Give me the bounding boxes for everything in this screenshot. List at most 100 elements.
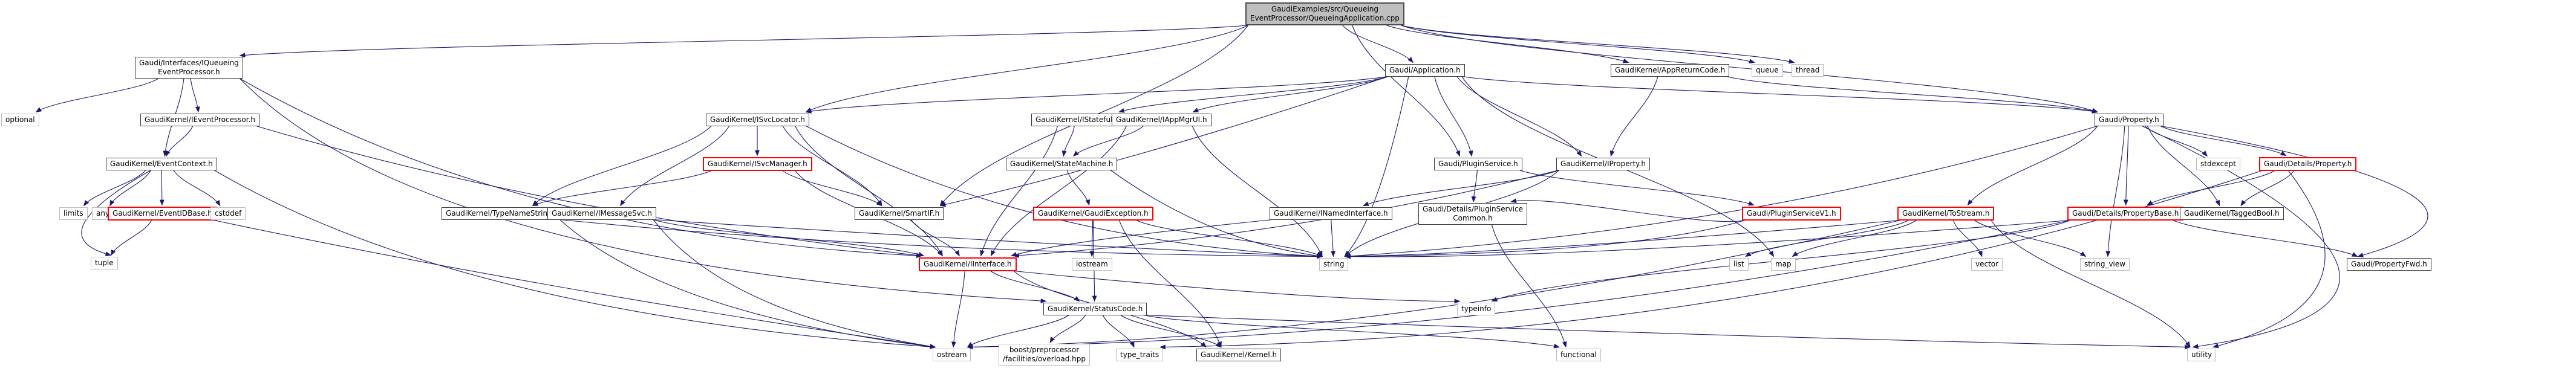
- include-edge-isvcmgr-to-typenamestring: [532, 170, 712, 207]
- include-edge-inamed-to-iinterface: [1011, 219, 1273, 257]
- graph-node-gprop[interactable]: Gaudi/Property.h: [2095, 114, 2164, 126]
- graph-node-thread: thread: [1792, 64, 1824, 77]
- graph-node-pluginsvc[interactable]: Gaudi/PluginService.h: [1434, 158, 1522, 170]
- include-edge-iqep-to-ievp: [190, 78, 200, 113]
- graph-node-inamed[interactable]: GaudiKernel/INamedInterface.h: [1270, 207, 1392, 220]
- include-edge-isvcloc-to-imsgsvc: [620, 126, 730, 207]
- graph-node-root: GaudiExamples/src/Queueing EventProcesso…: [1245, 2, 1404, 25]
- include-edge-gprop-to-propfwd: [2160, 125, 2428, 257]
- graph-node-ostream: ostream: [933, 349, 971, 361]
- include-edge-pluginsvc-to-psv1: [1519, 169, 1755, 206]
- include-edge-statuscode-to-type_traits: [1102, 315, 1135, 348]
- graph-node-tostream[interactable]: GaudiKernel/ToStream.h: [1897, 207, 1995, 221]
- include-edge-propbase-to-propfwd: [2173, 219, 2358, 257]
- include-edge-gexc-to-kernel: [1118, 220, 1222, 348]
- graph-node-typenamestring[interactable]: GaudiKernel/TypeNameString.h: [442, 207, 564, 220]
- include-edge-iqep-to-iinterface: [240, 78, 922, 259]
- include-edge-iinterface-to-ostream: [951, 271, 965, 348]
- include-edge-evctx-to-ostream: [214, 170, 936, 349]
- include-edge-root-to-isvcloc: [805, 25, 1248, 112]
- graph-node-imsgsvc[interactable]: GaudiKernel/IMessageSvc.h: [547, 207, 656, 220]
- graph-node-istateful[interactable]: GaudiKernel/IStateful.h: [1031, 114, 1124, 126]
- include-edge-evctx-to-cstddef: [173, 170, 221, 207]
- graph-node-limits: limits: [59, 207, 88, 220]
- graph-node-isvcloc[interactable]: GaudiKernel/ISvcLocator.h: [706, 114, 809, 126]
- graph-node-statemachine[interactable]: GaudiKernel/StateMachine.h: [1006, 158, 1118, 170]
- graph-node-psv1[interactable]: Gaudi/PluginServiceV1.h: [1742, 207, 1841, 221]
- include-edge-statemachine-to-string: [1110, 170, 1323, 259]
- include-edge-dprop-to-taggedbool: [2240, 170, 2294, 207]
- include-edge-tostream-to-vector: [1952, 220, 1983, 257]
- include-edge-istateful-to-iinterface: [980, 126, 1058, 257]
- graph-node-arc[interactable]: GaudiKernel/AppReturnCode.h: [1611, 64, 1730, 77]
- include-edge-isvcloc-to-iinterface: [795, 126, 943, 257]
- graph-node-evidbase[interactable]: GaudiKernel/EventIDBase.h: [108, 207, 217, 221]
- include-edge-iqep-to-statuscode: [240, 78, 1047, 303]
- include-edge-tostream-to-map: [1792, 220, 1917, 257]
- graph-node-iqep[interactable]: Gaudi/Interfaces/IQueueing EventProcesso…: [135, 57, 243, 79]
- graph-node-taggedbool[interactable]: GaudiKernel/TaggedBool.h: [2180, 207, 2284, 220]
- graph-node-propbase[interactable]: Gaudi/Details/PropertyBase.h: [2067, 207, 2184, 221]
- include-edge-app-to-pluginsvc: [1434, 76, 1473, 157]
- graph-node-psvccommon[interactable]: Gaudi/Details/PluginService Common.h: [1418, 203, 1527, 225]
- include-edge-root-to-arc: [1386, 25, 1629, 63]
- include-edge-isvcloc-to-string: [806, 126, 1323, 259]
- graph-node-vector: vector: [1971, 258, 2003, 271]
- include-edge-psvccommon-to-functional: [1491, 224, 1567, 348]
- include-edge-imsgsvc-to-ostream: [653, 219, 936, 349]
- include-edge-root-to-pluginsvc: [1352, 25, 1461, 157]
- include-edge-app-to-istateful: [1118, 76, 1389, 113]
- graph-node-string_view: string_view: [2080, 258, 2130, 271]
- include-edge-root-to-queue: [1401, 25, 1755, 64]
- graph-node-evctx[interactable]: GaudiKernel/EventContext.h: [106, 158, 217, 170]
- graph-node-iprop[interactable]: GaudiKernel/IProperty.h: [1556, 158, 1650, 170]
- graph-node-iinterface[interactable]: GaudiKernel/IInterface.h: [919, 257, 1017, 271]
- graph-node-dprop[interactable]: Gaudi/Details/Property.h: [2259, 157, 2357, 171]
- include-edge-iappmgrui-to-statemachine: [1073, 126, 1144, 157]
- include-edge-iprop-to-inamed: [1363, 169, 1559, 207]
- graph-node-iappmgrui[interactable]: GaudiKernel/IAppMgrUI.h: [1112, 114, 1211, 126]
- include-edge-dprop-to-propbase: [2147, 170, 2275, 206]
- include-edge-iqep-to-optional: [35, 78, 159, 113]
- include-edge-arc-to-gprop: [1726, 76, 2098, 114]
- include-edge-evctx-to-tuple: [81, 170, 152, 257]
- graph-node-statuscode[interactable]: GaudiKernel/StatusCode.h: [1043, 303, 1147, 315]
- include-edge-root-to-thread: [1401, 25, 1795, 64]
- include-edge-app-to-isvcloc: [805, 76, 1389, 114]
- include-edge-typenamestring-to-string: [559, 219, 1323, 259]
- include-edge-root-to-gprop: [1401, 25, 2098, 113]
- include-edge-tostream-to-string_view: [1974, 220, 2087, 257]
- include-edge-evidbase-to-ostream: [214, 219, 936, 349]
- include-edge-imsgsvc-to-string: [653, 219, 1323, 259]
- include-edge-evctx-to-evidbase: [159, 170, 165, 206]
- graph-node-tuple: tuple: [91, 257, 118, 269]
- include-edge-app-to-iprop: [1456, 76, 1582, 157]
- include-edge-isvcloc-to-typenamestring: [532, 126, 712, 207]
- graph-node-functional: functional: [1556, 349, 1601, 361]
- include-edge-gprop-to-propbase: [2123, 126, 2129, 206]
- graph-node-gexc[interactable]: GaudiKernel/GaudiException.h: [1033, 207, 1153, 221]
- include-edge-dprop-to-utility: [2212, 170, 2326, 349]
- graph-node-stdexcept: stdexcept: [2196, 158, 2240, 170]
- graph-node-queue: queue: [1752, 64, 1783, 77]
- include-edge-imsgsvc-to-iinterface: [653, 219, 925, 257]
- graph-node-smartif[interactable]: GaudiKernel/SmartIF.h: [855, 207, 944, 220]
- include-edge-gprop-to-utility: [2142, 126, 2340, 349]
- include-edge-smartif-to-iinterface: [911, 219, 960, 257]
- include-edge-propbase-to-string: [1345, 219, 2071, 259]
- graph-node-ievp[interactable]: GaudiKernel/IEventProcessor.h: [140, 114, 259, 126]
- include-edge-app-to-iappmgrui: [1192, 76, 1389, 113]
- include-edge-istateful-to-statemachine: [1061, 126, 1075, 157]
- include-edge-gprop-to-tostream: [1967, 126, 2098, 206]
- include-edge-app-to-gprop: [1461, 76, 2098, 114]
- graph-node-map: map: [1771, 258, 1796, 271]
- graph-node-app[interactable]: Gaudi/Application.h: [1385, 64, 1465, 77]
- graph-node-isvcmgr[interactable]: GaudiKernel/ISvcManager.h: [703, 157, 812, 171]
- include-edge-gprop-to-dprop: [2160, 126, 2287, 156]
- include-edge-statuscode-to-ostream: [967, 315, 1069, 348]
- graph-node-kernel[interactable]: GaudiKernel/Kernel.h: [1196, 349, 1282, 361]
- include-edge-inamed-to-string: [1331, 219, 1336, 257]
- graph-node-propfwd[interactable]: Gaudi/PropertyFwd.h: [2347, 258, 2431, 271]
- include-edge-gprop-to-stdexcept: [2145, 126, 2208, 157]
